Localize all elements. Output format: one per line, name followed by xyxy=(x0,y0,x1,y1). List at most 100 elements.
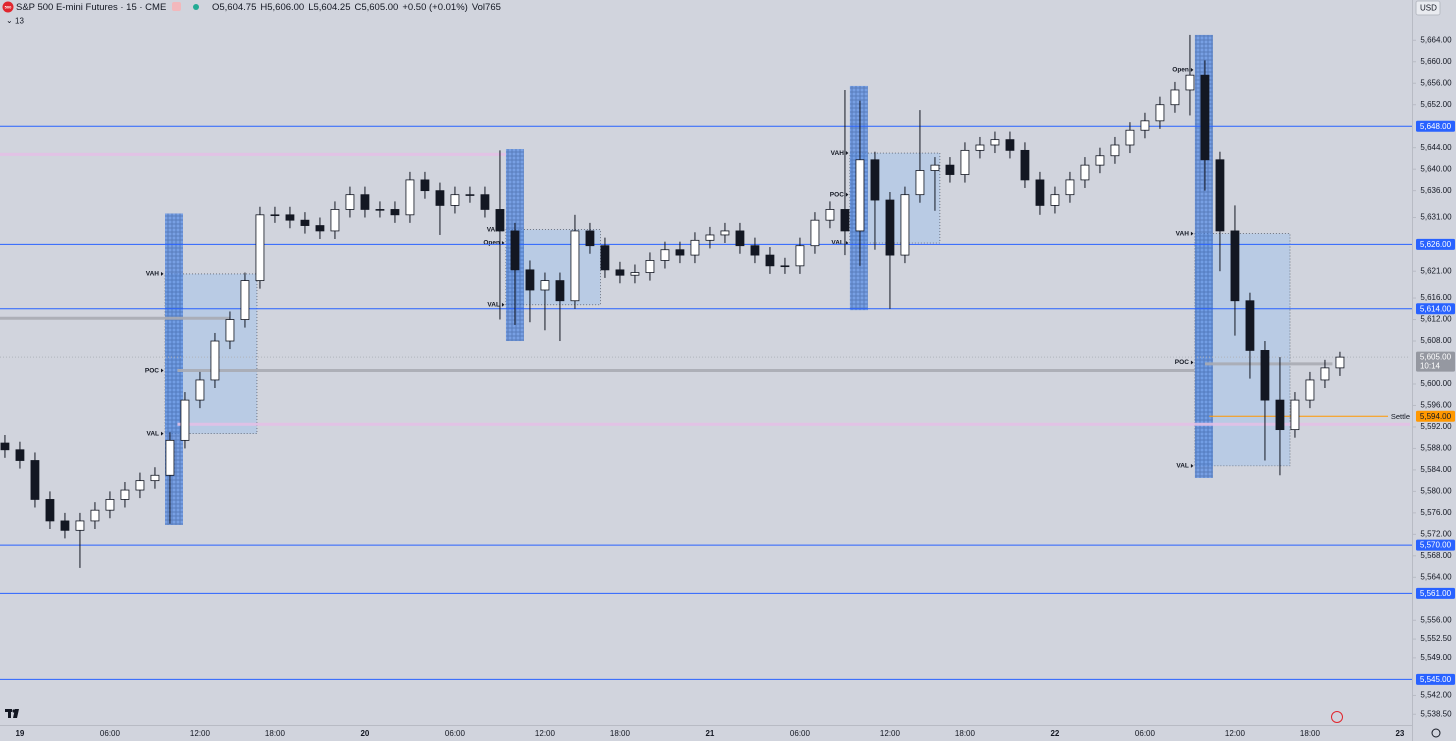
level-label: 5,614.00 xyxy=(1420,304,1452,313)
candle-body xyxy=(1245,300,1255,351)
profile-tag: VAH xyxy=(487,226,501,233)
profile-tag: POC xyxy=(830,191,844,198)
candle-body xyxy=(630,272,640,276)
plot-area: VAH POC VAL VAH Open VAL VAH POC VAL Open VAH POC VA… xyxy=(0,34,1413,680)
y-tick-label: 5,580.00 xyxy=(1420,486,1452,495)
tag-arrow xyxy=(845,192,849,197)
symbol-title[interactable]: S&P 500 E-mini Futures · 15 · CME xyxy=(16,2,166,13)
y-tick-label: 5,656.00 xyxy=(1420,78,1452,87)
candle-body xyxy=(945,164,955,175)
level-label: 5,545.00 xyxy=(1420,675,1452,684)
y-tick-label: 5,600.00 xyxy=(1420,379,1452,388)
symbol-badge: 500 xyxy=(5,5,12,10)
y-tick-label: 5,542.00 xyxy=(1420,691,1452,700)
candle-body xyxy=(1155,104,1165,122)
candle-body xyxy=(1320,367,1330,381)
candle-body xyxy=(210,340,220,381)
symbol-icon xyxy=(2,1,14,13)
candle-body xyxy=(960,149,970,175)
candle-body xyxy=(0,442,10,451)
candle-body xyxy=(615,269,625,276)
candle-body xyxy=(420,179,430,192)
alert-icon[interactable] xyxy=(1331,711,1343,723)
x-tick-label: 06:00 xyxy=(445,729,466,738)
y-tick-label: 5,572.00 xyxy=(1420,529,1452,538)
y-tick-label: 5,552.50 xyxy=(1420,634,1452,643)
profile-tag: VAH xyxy=(1176,230,1190,237)
candle-body xyxy=(870,159,880,201)
x-tick-label: 12:00 xyxy=(535,729,556,738)
candle-body xyxy=(1290,399,1300,431)
x-tick-label: 20 xyxy=(360,729,369,738)
candle-body xyxy=(330,209,340,232)
collapse-arrow[interactable]: ⌄ xyxy=(6,16,13,25)
quote-item: +0.50 (+0.01%) xyxy=(402,2,468,13)
x-tick-label: 22 xyxy=(1050,729,1059,738)
candle-body xyxy=(750,245,760,256)
settings-icon[interactable] xyxy=(1431,728,1441,738)
candle-body xyxy=(1200,74,1210,161)
profile-tag: Open xyxy=(1172,67,1189,74)
candle-body xyxy=(1080,164,1090,181)
x-tick-label: 19 xyxy=(15,729,24,738)
candle-body xyxy=(75,520,85,531)
candle-body xyxy=(795,245,805,267)
tag-arrow xyxy=(161,368,164,373)
profile-tag: VAL xyxy=(1176,463,1189,470)
candle-body xyxy=(405,179,415,216)
candle-body xyxy=(810,219,820,247)
candle-body xyxy=(1335,356,1345,369)
candle-body xyxy=(195,379,205,401)
candle-body xyxy=(315,225,325,232)
candle-body xyxy=(900,194,910,256)
currency[interactable]: USD xyxy=(1420,4,1437,13)
candle-body xyxy=(1035,179,1045,206)
candle-body xyxy=(60,520,70,531)
last-price-label: 5,605.00 xyxy=(1420,353,1452,362)
candle-body xyxy=(1020,149,1030,181)
y-tick-label: 5,538.50 xyxy=(1420,709,1452,718)
y-tick-label: 5,644.00 xyxy=(1420,143,1452,152)
quote-item: O5,604.75 xyxy=(212,2,256,13)
tv-logo xyxy=(5,709,19,718)
candle-body xyxy=(180,399,190,441)
candle-body xyxy=(585,230,595,247)
candle-body xyxy=(360,194,370,210)
settle-badge xyxy=(1416,410,1455,422)
y-tick-label: 5,612.00 xyxy=(1420,315,1452,324)
candle-body xyxy=(1125,129,1135,146)
level-badge xyxy=(1416,120,1455,132)
level-label: 5,626.00 xyxy=(1420,240,1452,249)
indicator-count[interactable]: 13 xyxy=(15,17,24,26)
x-tick-label: 18:00 xyxy=(265,729,286,738)
x-tick-label: 12:00 xyxy=(1225,729,1246,738)
flag-icon[interactable] xyxy=(172,2,181,11)
currency-box[interactable] xyxy=(1415,0,1441,16)
candle-body xyxy=(990,139,1000,146)
profile-tag: POC xyxy=(1175,359,1189,366)
candle-body xyxy=(390,209,400,216)
candle-body xyxy=(780,265,790,268)
quote-item: H5,606.00 xyxy=(260,2,304,13)
y-tick-label: 5,588.00 xyxy=(1420,444,1452,453)
candle-body xyxy=(285,214,295,221)
y-tick-label: 5,592.00 xyxy=(1420,422,1452,431)
candle-body xyxy=(675,249,685,256)
candle-body xyxy=(480,194,490,210)
candle-body xyxy=(30,460,40,500)
candle-body xyxy=(885,199,895,256)
quote-item: C5,605.00 xyxy=(354,2,398,13)
candle-body xyxy=(1170,89,1180,106)
candle-body xyxy=(840,209,850,232)
tag-arrow xyxy=(501,302,505,307)
candle-body xyxy=(825,209,835,221)
candle-body xyxy=(975,144,985,151)
quote-item: L5,604.25 xyxy=(308,2,350,13)
candle-body xyxy=(240,280,250,320)
candle-body xyxy=(225,319,235,342)
profile-tag: VAH xyxy=(831,150,845,157)
candle-body xyxy=(255,214,265,282)
tag-arrow xyxy=(161,431,164,436)
candle-body xyxy=(1215,159,1225,232)
tag-arrow xyxy=(161,271,164,276)
